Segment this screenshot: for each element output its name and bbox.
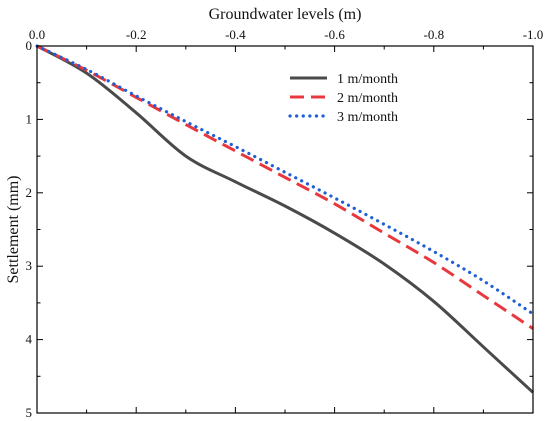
y-tick-label: 1 [26, 111, 33, 126]
x-axis-title: Groundwater levels (m) [209, 6, 362, 23]
series-line-3 [35, 44, 535, 316]
y-tick-label: 0 [26, 38, 33, 53]
x-tick-label: -0.6 [324, 27, 345, 42]
series-layer [35, 44, 535, 394]
axis-ticks: 0.0 -0.2 -0.4 -0.6 -0.8 -1.0 0 1 2 3 4 5 [26, 27, 544, 420]
y-tick-label: 4 [26, 332, 33, 347]
y-axis-title: Settlement (mm) [5, 176, 22, 284]
plot-frame [36, 45, 534, 414]
y-tick-label: 2 [26, 185, 33, 200]
x-tick-label: 0.0 [29, 27, 45, 42]
y-tick-label: 5 [26, 405, 33, 420]
series-line-1 [36, 44, 535, 394]
legend: 1 m/month 2 m/month 3 m/month [288, 72, 398, 125]
x-tick-label: -0.4 [225, 27, 246, 42]
legend-label-3: 3 m/month [337, 110, 398, 125]
legend-label-1: 1 m/month [337, 72, 398, 87]
legend-label-2: 2 m/month [337, 91, 398, 106]
x-tick-label: -0.2 [126, 27, 147, 42]
y-tick-label: 3 [26, 258, 33, 273]
series-line-2 [36, 44, 534, 330]
x-tick-label: -1.0 [523, 27, 544, 42]
x-tick-label: -0.8 [424, 27, 445, 42]
